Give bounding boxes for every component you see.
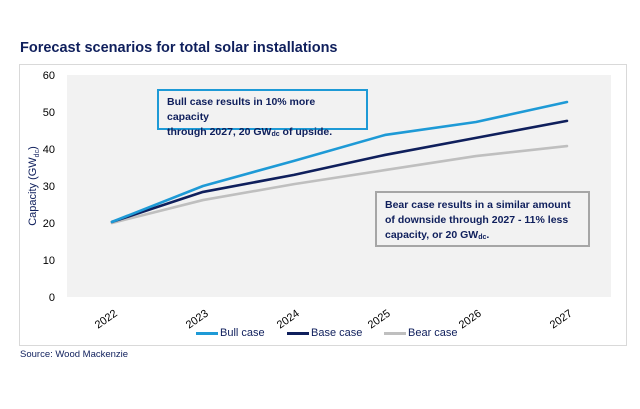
bear-annotation-sub: dc <box>478 234 487 241</box>
bull-annotation-sub: dc <box>271 131 280 138</box>
y-tick-label: 30 <box>43 181 55 193</box>
bear-annotation-line3-end: . <box>486 229 490 241</box>
legend-label-bull: Bull case <box>220 327 265 339</box>
y-tick-label: 50 <box>43 107 55 119</box>
bull-annotation-line1: Bull case results in 10% more capacity <box>167 96 316 123</box>
bear-case-annotation: Bear case results in a similar amount of… <box>375 191 590 247</box>
bull-annotation-line2-end: of upside. <box>279 126 333 138</box>
series-line-bull-case <box>110 100 569 224</box>
bull-case-annotation: Bull case results in 10% more capacity t… <box>157 89 368 138</box>
y-tick-label: 10 <box>43 255 55 267</box>
legend-label-bear: Bear case <box>408 327 458 339</box>
x-tick-label: 2022 <box>93 308 120 332</box>
legend-swatch-bear <box>384 331 406 335</box>
y-tick-label: 0 <box>49 292 55 304</box>
x-tick-label: 2027 <box>548 308 575 332</box>
y-tick-label: 60 <box>43 70 55 82</box>
series-lines <box>110 100 569 225</box>
series-line-base-case <box>110 119 569 224</box>
chart-title: Forecast scenarios for total solar insta… <box>20 40 338 56</box>
y-axis-label-main: Capacity (GW <box>27 157 39 226</box>
legend-item-bull-case: Bull case <box>196 327 265 339</box>
y-axis-ticks: 0 10 20 30 40 50 60 <box>43 70 55 304</box>
x-tick-label: 2026 <box>457 308 484 332</box>
bear-annotation-line3: capacity, or 20 GW <box>385 229 479 241</box>
y-axis-label: Capacity (GWdc) <box>27 146 41 226</box>
legend-item-bear-case: Bear case <box>384 327 458 339</box>
bull-annotation-line2: through 2027, 20 GW <box>167 126 272 138</box>
legend-item-base-case: Base case <box>287 327 362 339</box>
source-note: Source: Wood Mackenzie <box>20 349 129 360</box>
y-tick-label: 20 <box>43 218 55 230</box>
y-axis-label-sub: dc <box>34 149 41 157</box>
series-line-bear-case <box>110 144 569 225</box>
y-axis-label-end: ) <box>27 146 39 150</box>
y-tick-label: 40 <box>43 144 55 156</box>
legend-swatch-bull <box>196 331 218 335</box>
bear-annotation-line2: of downside through 2027 - 11% less <box>385 214 569 226</box>
bear-annotation-line1: Bear case results in a similar amount <box>385 199 571 211</box>
legend-swatch-base <box>287 331 309 335</box>
chart-frame <box>19 64 627 346</box>
legend-label-base: Base case <box>311 327 363 339</box>
